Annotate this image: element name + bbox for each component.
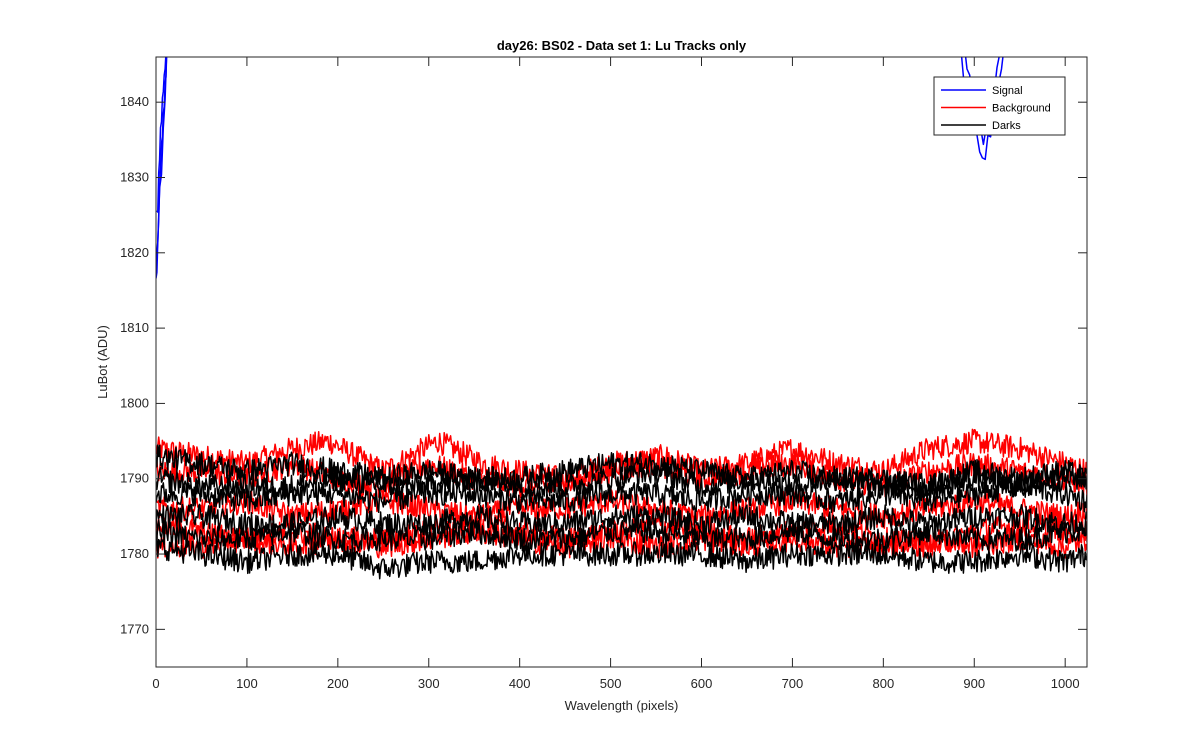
legend[interactable]: Signal Background Darks xyxy=(933,76,1066,136)
y-axis-label: LuBot (ADU) xyxy=(95,325,110,399)
x-tick-label: 800 xyxy=(872,676,894,691)
series-line-signal-3 xyxy=(156,57,168,264)
plot-area xyxy=(156,57,1087,580)
series-line-darks-5 xyxy=(156,518,1087,552)
series-line-darks-2 xyxy=(156,459,1087,499)
x-tick-label: 400 xyxy=(509,676,531,691)
legend-label-signal: Signal xyxy=(992,85,1023,97)
legend-label-background: Background xyxy=(992,103,1051,115)
axis-ticks: 0 100 200 300 400 500 600 700 800 900 1000 1770 1780… xyxy=(120,57,1087,691)
series-line-signal-2 xyxy=(156,57,167,213)
series-line-darks-4 xyxy=(156,503,1087,537)
y-tick-label: 1830 xyxy=(120,169,149,184)
y-tick-label: 1770 xyxy=(120,621,149,636)
y-tick-label: 1810 xyxy=(120,320,149,335)
chart-title: day26: BS02 - Data set 1: Lu Tracks only xyxy=(497,38,747,53)
y-tick-label: 1840 xyxy=(120,94,149,109)
x-tick-label: 1000 xyxy=(1051,676,1080,691)
y-tick-label: 1780 xyxy=(120,546,149,561)
x-tick-label: 700 xyxy=(782,676,804,691)
x-tick-label: 300 xyxy=(418,676,440,691)
y-tick-label: 1820 xyxy=(120,245,149,260)
axes-box xyxy=(155,56,1088,668)
x-tick-label: 900 xyxy=(963,676,985,691)
series-line-darks-6 xyxy=(156,535,1087,580)
y-tick-label: 1790 xyxy=(120,471,149,486)
x-axis-label: Wavelength (pixels) xyxy=(565,698,679,713)
x-tick-label: 200 xyxy=(327,676,349,691)
x-tick-label: 500 xyxy=(600,676,622,691)
y-tick-label: 1800 xyxy=(120,395,149,410)
series-line-darks-3 xyxy=(156,473,1087,514)
x-tick-label: 0 xyxy=(152,676,159,691)
x-tick-label: 600 xyxy=(691,676,713,691)
x-tick-label: 100 xyxy=(236,676,258,691)
legend-label-darks: Darks xyxy=(992,120,1021,132)
